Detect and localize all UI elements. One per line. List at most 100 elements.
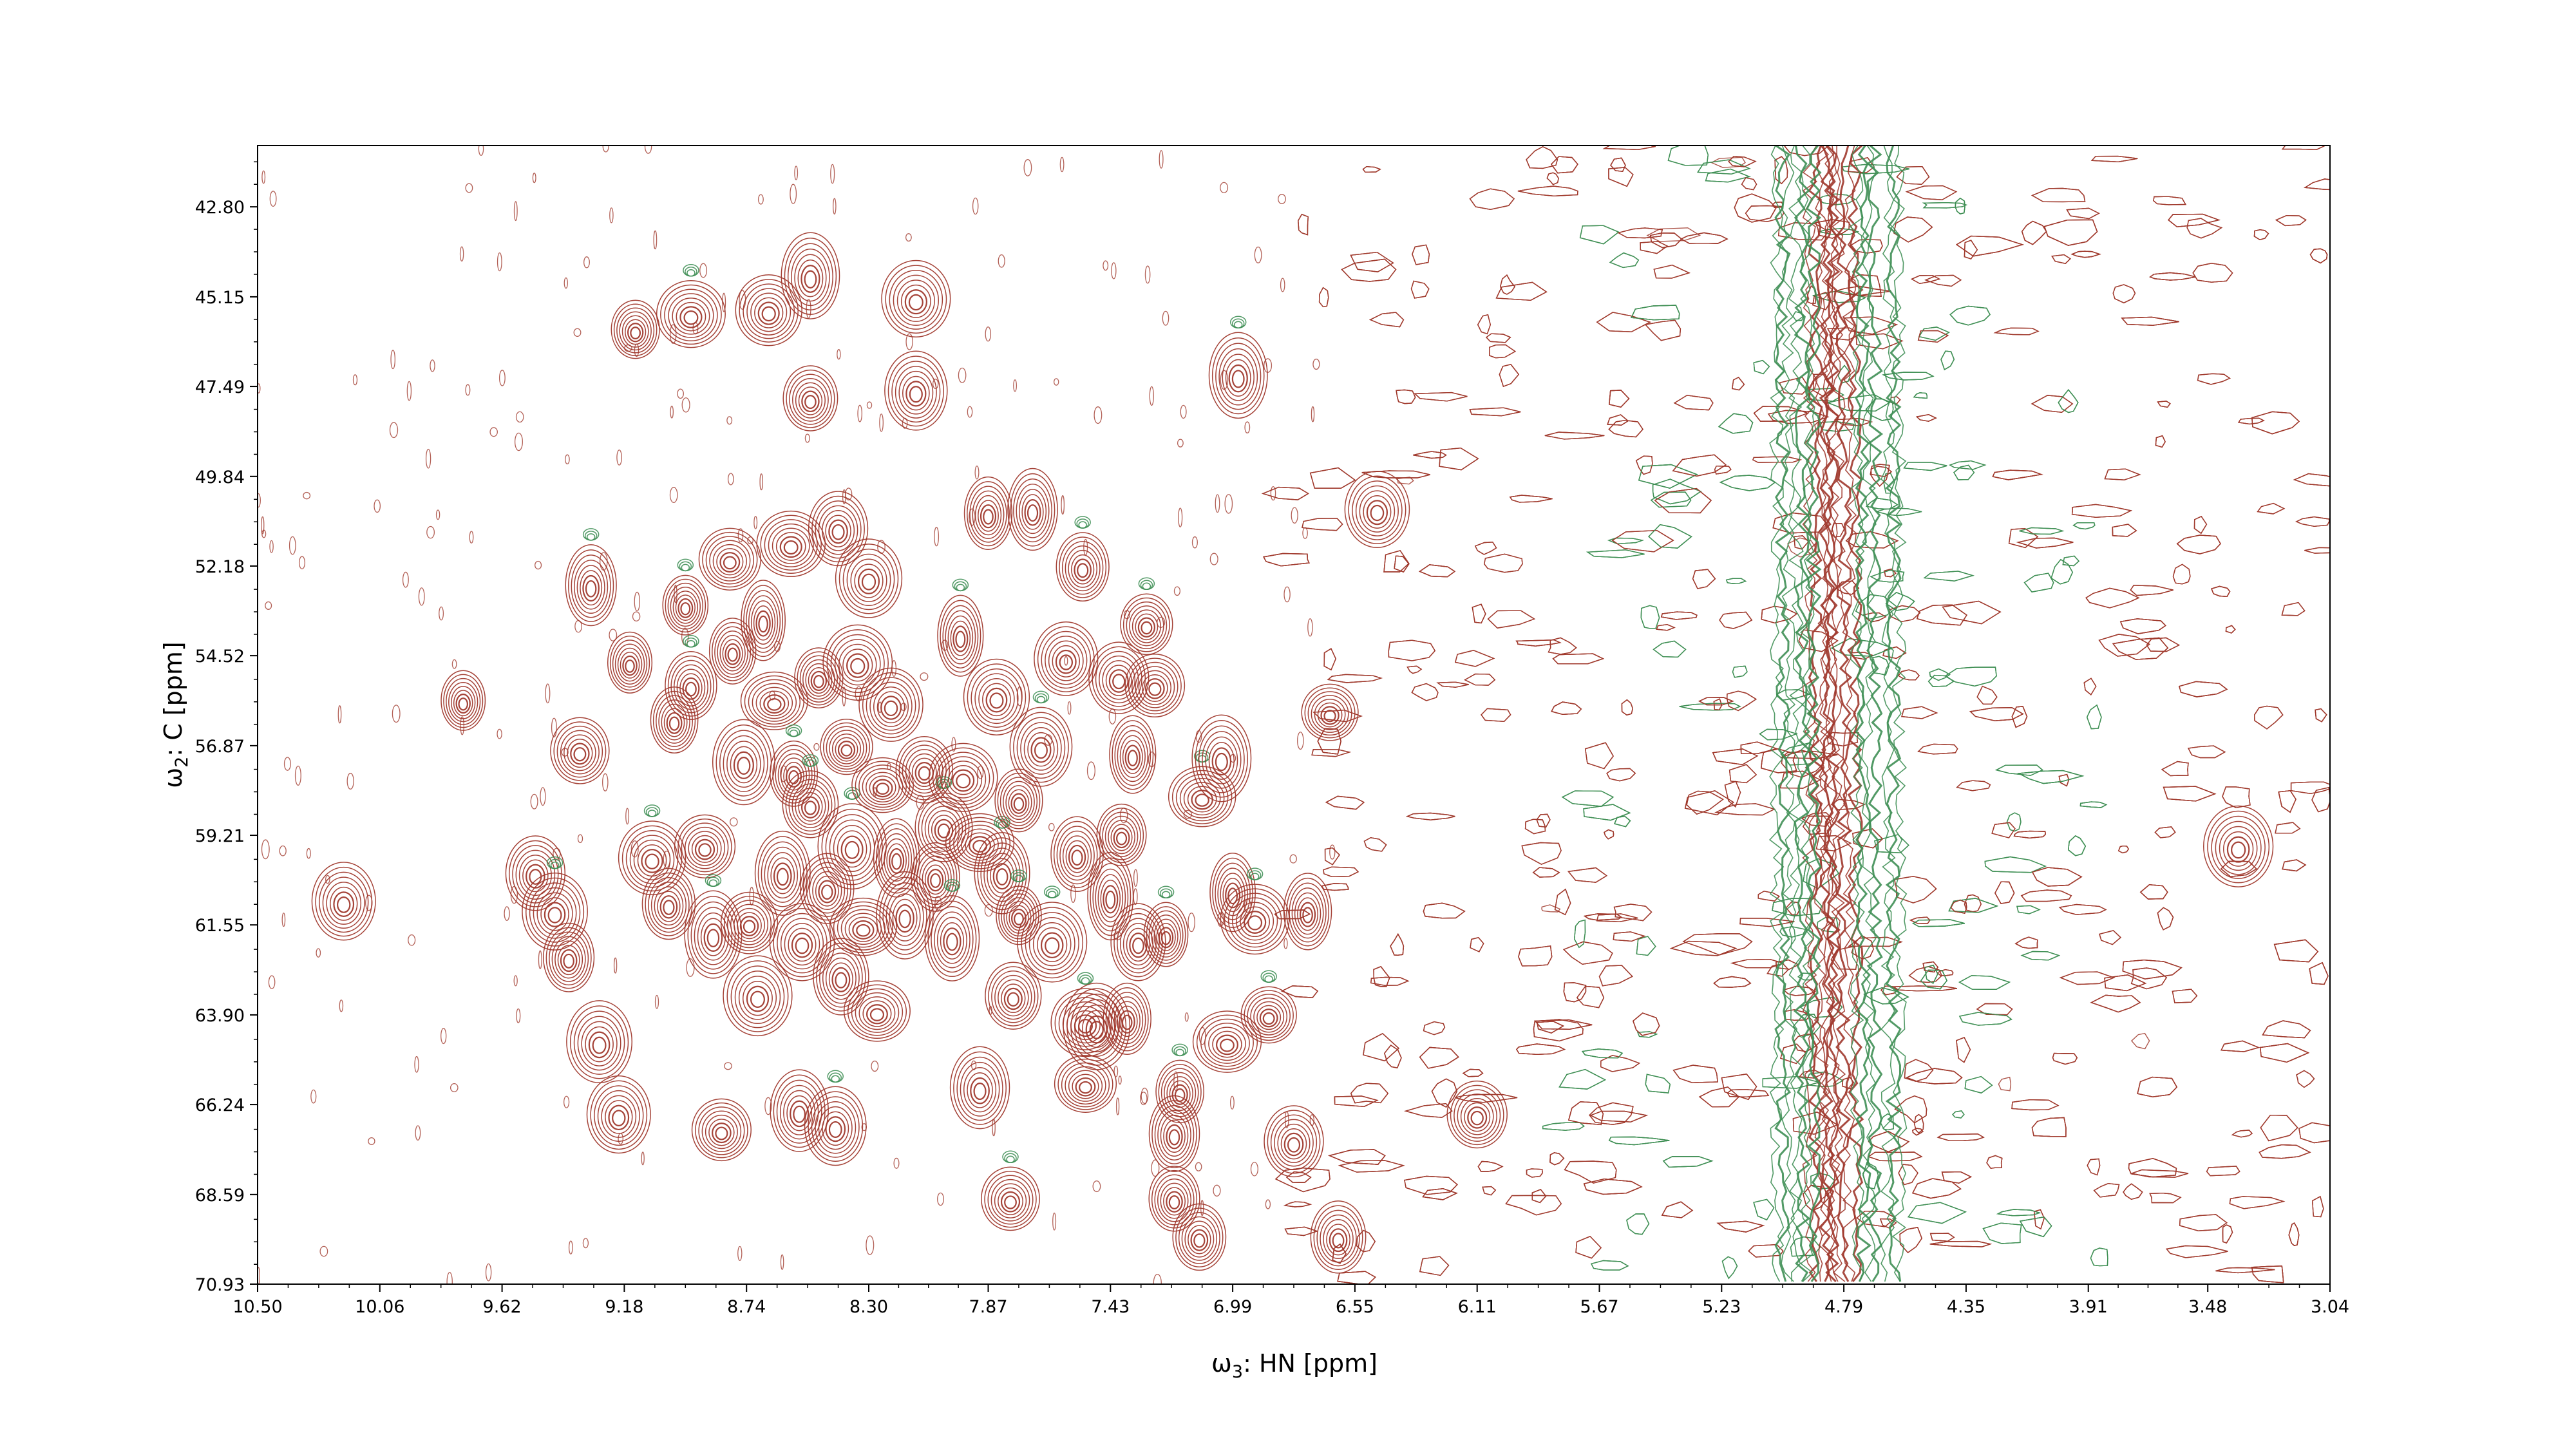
peak-contour-16 — [665, 635, 717, 721]
water-ridge-contours — [1768, 146, 1908, 1283]
peak-contour-88 — [1220, 867, 1290, 955]
x-tick-label: 7.87 — [969, 1297, 1007, 1317]
peak-contour-7 — [566, 1000, 633, 1083]
peak-contour-28 — [754, 830, 811, 916]
x-tick-label: 6.11 — [1458, 1297, 1497, 1317]
peak-contour-68 — [1009, 690, 1073, 787]
x-tick-label: 8.30 — [849, 1297, 888, 1317]
peak-contour-12 — [641, 867, 696, 940]
x-tick-label: 4.79 — [1824, 1297, 1863, 1317]
peak-contour-85 — [1191, 714, 1252, 802]
peak-contours — [311, 232, 2274, 1274]
peak-contour-45 — [835, 538, 903, 618]
y-tick-label: 42.80 — [195, 198, 245, 218]
peak-contour-62 — [963, 658, 1030, 735]
peak-contour-31 — [770, 1069, 829, 1152]
peak-contour-81 — [1124, 653, 1186, 718]
ridge-band-3 — [1849, 146, 1884, 1282]
peak-contour-33 — [782, 365, 838, 431]
peak-contour-95 — [1208, 316, 1268, 419]
peak-contour-93 — [1050, 972, 1121, 1057]
peak-contour-102 — [1446, 1080, 1508, 1149]
peak-contour-9 — [607, 631, 653, 694]
peak-contour-80 — [1120, 577, 1173, 656]
peak-contour-90 — [1283, 873, 1332, 951]
peak-contour-4 — [543, 922, 595, 992]
peak-contour-59 — [949, 1046, 1010, 1130]
peak-contour-21 — [708, 618, 757, 685]
x-tick-label: 6.55 — [1336, 1297, 1374, 1317]
peak-contour-27 — [740, 671, 808, 730]
peak-contour-61 — [963, 476, 1013, 550]
peak-contour-91 — [1301, 683, 1359, 741]
peak-contour-82 — [1143, 886, 1189, 967]
peak-contour-30 — [770, 724, 819, 807]
x-tick-label: 9.62 — [483, 1297, 522, 1317]
peak-contour-35 — [782, 754, 839, 838]
peak-contour-26 — [735, 274, 802, 346]
x-tick-label: 4.35 — [1947, 1297, 1985, 1317]
peak-contour-86 — [1192, 1010, 1262, 1073]
peak-contour-70 — [1034, 621, 1099, 696]
peak-contour-48 — [858, 667, 923, 742]
y-tick-label: 45.15 — [195, 288, 245, 308]
y-tick-label: 47.49 — [195, 377, 245, 397]
peak-contour-101 — [1310, 1200, 1367, 1274]
peak-contour-53 — [895, 735, 953, 804]
x-tick-label: 5.67 — [1580, 1297, 1618, 1317]
peak-contour-54 — [911, 842, 960, 912]
peak-contour-99 — [981, 1150, 1040, 1231]
x-tick-label: 3.48 — [2188, 1297, 2227, 1317]
peak-contour-1 — [440, 670, 486, 731]
ridge-band-2 — [1788, 146, 1822, 1282]
peak-contour-44 — [829, 897, 897, 956]
peak-contour-55 — [914, 776, 973, 862]
peak-contour-94 — [1056, 516, 1110, 602]
plot-area-frame — [257, 145, 2331, 1285]
peak-contour-47 — [851, 757, 914, 813]
peak-contour-6 — [550, 717, 610, 784]
y-tick-label: 49.84 — [195, 468, 245, 488]
peak-contour-20 — [698, 527, 761, 591]
peak-contour-100 — [1264, 1105, 1324, 1178]
peak-contour-23 — [720, 891, 779, 954]
baseline-noise-contours — [258, 146, 2330, 1284]
peak-contour-24 — [723, 955, 793, 1037]
x-axis-label: ω3: HN [ppm] — [1211, 1349, 1378, 1382]
peak-contour-50 — [876, 871, 934, 960]
x-tick-label: 3.91 — [2069, 1297, 2108, 1317]
x-tick-label: 9.18 — [605, 1297, 643, 1317]
peak-contour-98 — [1172, 1203, 1227, 1271]
peak-contour-42 — [817, 787, 887, 890]
peak-contour-74 — [1087, 851, 1134, 941]
x-tick-label: 10.50 — [232, 1297, 282, 1317]
peak-contour-58 — [928, 743, 998, 812]
peak-contour-14 — [662, 558, 709, 636]
peak-contour-0 — [311, 862, 376, 941]
ridge-band-5 — [1880, 146, 1908, 1282]
y-tick-label: 59.21 — [195, 826, 245, 846]
peak-contour-10 — [611, 299, 660, 359]
peak-contour-5 — [565, 528, 617, 627]
peak-contour-92 — [1344, 470, 1410, 548]
peak-contour-69 — [1017, 886, 1088, 983]
peak-contour-66 — [994, 768, 1043, 833]
peak-contour-22 — [712, 719, 775, 806]
y-axis-label: ω2: C [ppm] — [159, 641, 192, 788]
peak-contour-46 — [843, 980, 911, 1042]
peak-contour-67 — [1007, 468, 1058, 551]
peak-contour-17 — [674, 814, 736, 878]
peak-contour-60 — [945, 813, 1015, 872]
x-tick-label: 10.06 — [355, 1297, 404, 1317]
y-tick-label: 70.93 — [195, 1275, 245, 1295]
peak-contour-32 — [769, 903, 835, 981]
peak-contour-75 — [1088, 641, 1150, 714]
x-tick-label: 8.74 — [727, 1297, 766, 1317]
y-axis: 42.80 45.15 47.49 49.84 52.18 54.52 56.87 59.21… — [195, 161, 258, 1295]
peak-contour-19 — [691, 1098, 752, 1162]
peak-contour-38 — [804, 1070, 867, 1166]
peak-contour-78 — [1109, 715, 1157, 794]
y-tick-label: 54.52 — [195, 647, 245, 667]
peak-contour-25 — [741, 580, 786, 661]
